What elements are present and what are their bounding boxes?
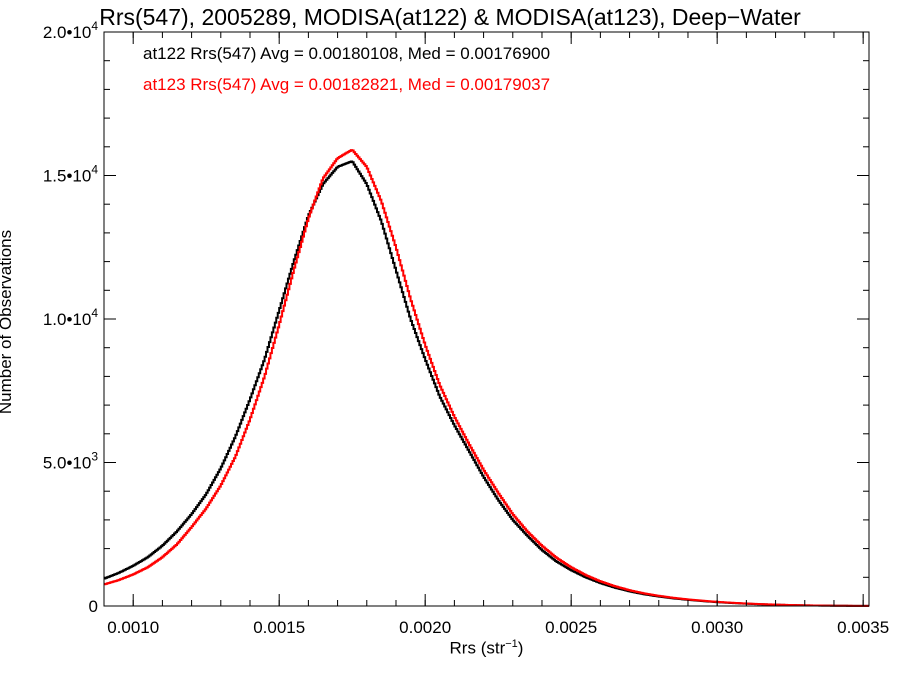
y-tick-label: 5.0•103 <box>43 450 99 473</box>
annotation-at122: at122 Rrs(547) Avg = 0.00180108, Med = 0… <box>143 44 551 63</box>
series-line-0 <box>104 160 869 607</box>
ticks-layer: 0.0010 0.0015 0.0020 0.0025 0.0030 0.0035 0 5.0… <box>43 19 889 637</box>
y-tick-label: 0 <box>89 597 98 616</box>
y-axis-label: Number of Observations <box>0 229 15 415</box>
plot-frame <box>103 31 870 607</box>
x-tick-label: 0.0020 <box>399 618 451 637</box>
series-layer <box>104 149 869 607</box>
x-tick-label: 0.0015 <box>253 618 305 637</box>
x-tick-label: 0.0025 <box>545 618 597 637</box>
series-line-1 <box>104 149 869 607</box>
x-tick-label: 0.0010 <box>107 618 159 637</box>
x-axis-label-main: Rrs (str <box>449 638 506 658</box>
x-tick-label: 0.0030 <box>691 618 743 637</box>
y-axis-label-wrap: Number of Observations <box>0 230 26 414</box>
x-tick-label: 0.0035 <box>837 618 889 637</box>
annotation-at123: at123 Rrs(547) Avg = 0.00182821, Med = 0… <box>143 75 551 94</box>
x-axis-label-sup: −1 <box>505 638 518 650</box>
y-tick-label: 1.0•104 <box>43 306 99 329</box>
chart-title: Rrs(547), 2005289, MODISA(at122) & MODIS… <box>99 4 801 30</box>
x-axis-label-end: ) <box>517 638 524 658</box>
y-tick-label: 1.5•104 <box>43 163 99 186</box>
x-axis-label: Rrs (str−1) <box>104 638 869 659</box>
y-tick-label: 2.0•104 <box>43 19 99 42</box>
